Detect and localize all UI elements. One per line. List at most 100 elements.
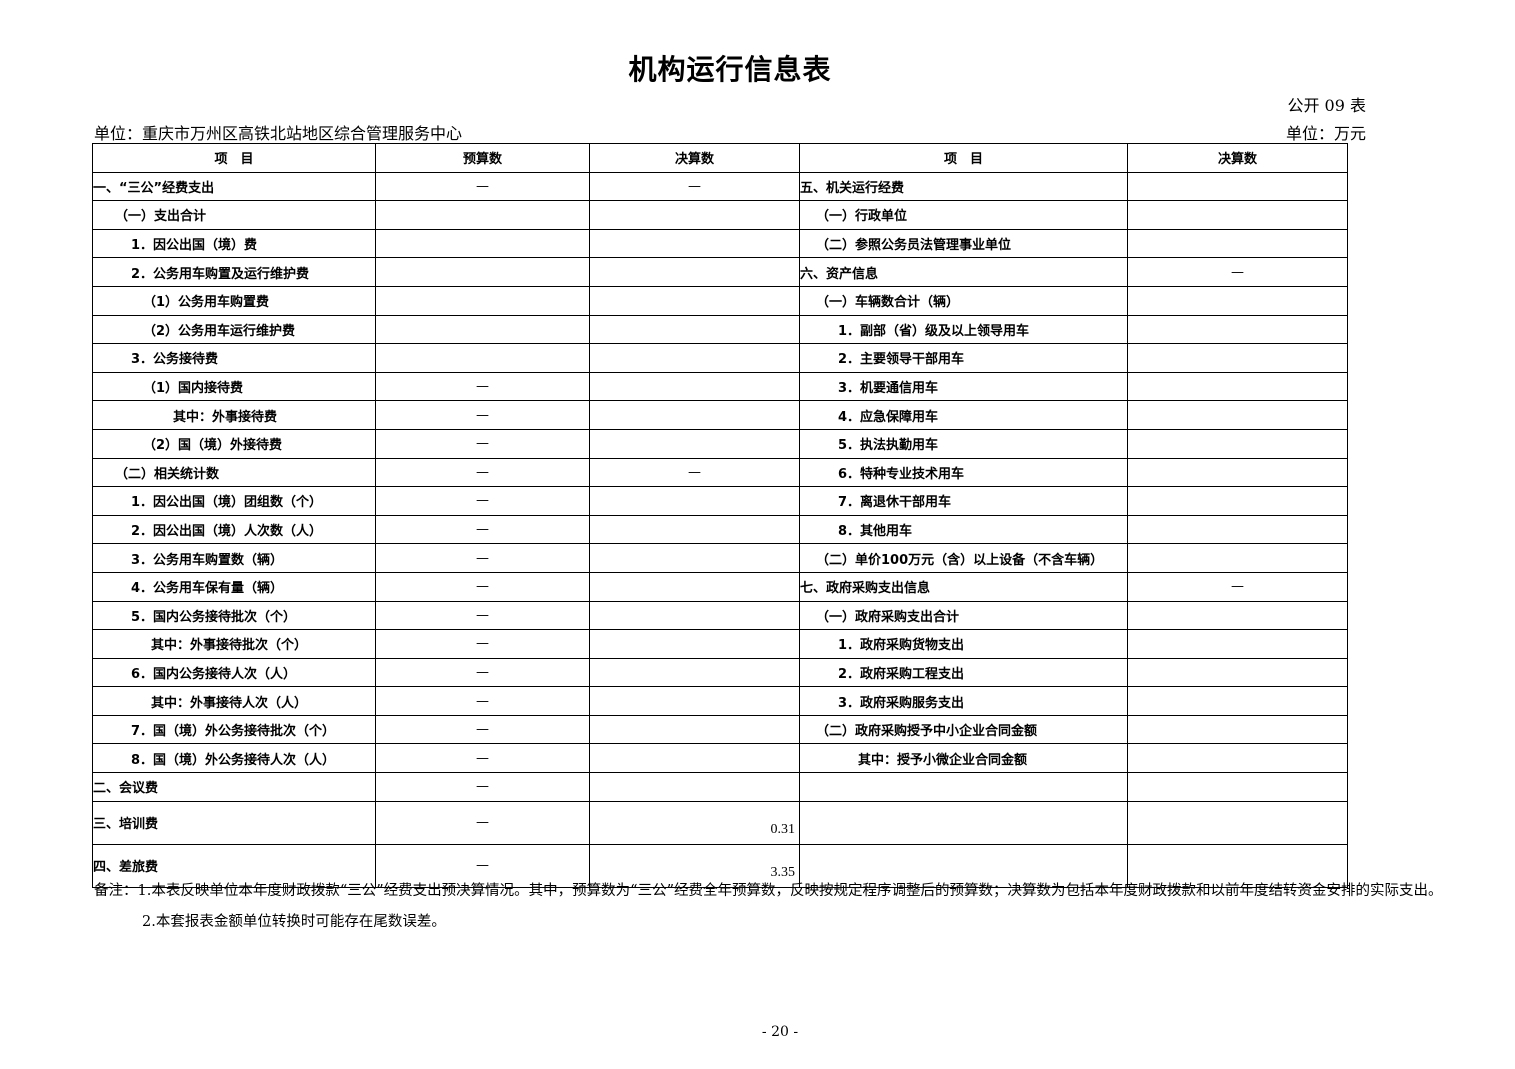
item-label-right: （一）行政单位 bbox=[799, 200, 1128, 230]
final-value: — bbox=[589, 457, 800, 488]
item-label-right: 2．主要领导干部用车 bbox=[799, 343, 1128, 373]
final-value bbox=[589, 343, 800, 373]
item-label: 其中：外事接待人次（人） bbox=[92, 686, 376, 716]
item-label-right: 六、资产信息 bbox=[799, 257, 1128, 287]
budget-value: — bbox=[375, 772, 590, 802]
item-label: （2）公务用车运行维护费 bbox=[92, 314, 376, 345]
final-value bbox=[589, 400, 800, 430]
header-budget: 预算数 bbox=[375, 143, 590, 173]
table-row: 3．公务接待费 2．主要领导干部用车 bbox=[92, 343, 1348, 373]
budget-value: — bbox=[375, 428, 590, 459]
budget-value: — bbox=[375, 600, 590, 631]
table-row: 一、“三公”经费支出 — — 五、机关运行经费 bbox=[92, 171, 1348, 202]
item-label: 1．因公出国（境）团组数（个） bbox=[92, 486, 376, 516]
table-row: 4．公务用车保有量（辆） — 七、政府采购支出信息 — bbox=[92, 571, 1348, 602]
header-final: 决算数 bbox=[589, 143, 800, 173]
currency-unit-label: 单位：万元 bbox=[1285, 124, 1366, 143]
final-value bbox=[589, 629, 800, 659]
item-label: 其中：外事接待费 bbox=[92, 400, 376, 430]
table-row: 8．国（境）外公务接待人次（人） — 其中：授予小微企业合同金额 bbox=[92, 743, 1348, 774]
final-value bbox=[589, 600, 800, 631]
table-row: 2．公务用车购置及运行维护费 六、资产信息 — bbox=[92, 257, 1348, 287]
header-final-right: 决算数 bbox=[1127, 143, 1348, 173]
item-label-right: 5．执法执勤用车 bbox=[799, 428, 1128, 459]
final-value: — bbox=[589, 171, 800, 202]
final-value bbox=[589, 228, 800, 259]
table-header-row: 项 目 预算数 决算数 项 目 决算数 bbox=[92, 143, 1348, 173]
table-row: 5．国内公务接待批次（个） — （一）政府采购支出合计 bbox=[92, 600, 1348, 631]
final-value bbox=[589, 371, 800, 402]
item-label: 1．因公出国（境）费 bbox=[92, 228, 376, 259]
table-row: 6．国内公务接待人次（人） — 2．政府采购工程支出 bbox=[92, 657, 1348, 688]
budget-value: — bbox=[375, 743, 590, 774]
info-table: 项 目 预算数 决算数 项 目 决算数 一、“三公”经费支出 — — 五、机关运行经费… bbox=[92, 143, 1348, 888]
final-value-right bbox=[1127, 543, 1348, 573]
final-value bbox=[589, 257, 800, 287]
table-row: 其中：外事接待人次（人） — 3．政府采购服务支出 bbox=[92, 686, 1348, 716]
final-value-right bbox=[1127, 228, 1348, 259]
item-label-right bbox=[799, 800, 1128, 845]
final-value: 0.31 bbox=[589, 800, 800, 845]
item-label: （1）公务用车购置费 bbox=[92, 285, 376, 316]
final-value-right bbox=[1127, 800, 1348, 845]
final-value-right bbox=[1127, 371, 1348, 402]
item-label-right: 其中：授予小微企业合同金额 bbox=[799, 743, 1128, 774]
item-label: 6．国内公务接待人次（人） bbox=[92, 657, 376, 688]
table-row: （一）支出合计 （一）行政单位 bbox=[92, 200, 1348, 230]
item-label-right: 8．其他用车 bbox=[799, 514, 1128, 545]
final-value bbox=[589, 514, 800, 545]
final-value-right bbox=[1127, 657, 1348, 688]
page-title: 机构运行信息表 bbox=[628, 53, 832, 86]
budget-value: — bbox=[375, 486, 590, 516]
item-label: 其中：外事接待批次（个） bbox=[92, 629, 376, 659]
final-value-right bbox=[1127, 314, 1348, 345]
budget-value: — bbox=[375, 629, 590, 659]
table-row: 其中：外事接待费 — 4．应急保障用车 bbox=[92, 400, 1348, 430]
final-value bbox=[589, 285, 800, 316]
item-label: 5．国内公务接待批次（个） bbox=[92, 600, 376, 631]
item-label-right: 1．政府采购货物支出 bbox=[799, 629, 1128, 659]
final-value bbox=[589, 428, 800, 459]
final-value-right bbox=[1127, 714, 1348, 745]
table-row: 1．因公出国（境）费 （二）参照公务员法管理事业单位 bbox=[92, 228, 1348, 259]
final-value-right bbox=[1127, 428, 1348, 459]
budget-value: — bbox=[375, 371, 590, 402]
table-row: （1）公务用车购置费 （一）车辆数合计（辆） bbox=[92, 285, 1348, 316]
table-row: 1．因公出国（境）团组数（个） — 7．离退休干部用车 bbox=[92, 486, 1348, 516]
table-row: 二、会议费 — bbox=[92, 772, 1348, 802]
item-label: 四、差旅费 bbox=[92, 843, 376, 888]
final-value-right bbox=[1127, 400, 1348, 430]
item-label-right bbox=[799, 772, 1128, 802]
notes: 备注：1.本表反映单位本年度财政拨款“三公”经费支出预决算情况。其中，预算数为“… bbox=[94, 876, 1474, 938]
budget-value bbox=[375, 228, 590, 259]
item-label: 2．因公出国（境）人次数（人） bbox=[92, 514, 376, 545]
final-value-right: — bbox=[1127, 257, 1348, 287]
item-label-right: 1．副部（省）级及以上领导用车 bbox=[799, 314, 1128, 345]
table-row: 7．国（境）外公务接待批次（个） — （二）政府采购授予中小企业合同金额 bbox=[92, 714, 1348, 745]
item-label-right bbox=[799, 843, 1128, 888]
budget-value: — bbox=[375, 714, 590, 745]
budget-value bbox=[375, 314, 590, 345]
final-value-right bbox=[1127, 343, 1348, 373]
table-row: （2）国（境）外接待费 — 5．执法执勤用车 bbox=[92, 428, 1348, 459]
item-label: （一）支出合计 bbox=[92, 200, 376, 230]
budget-value: — bbox=[375, 571, 590, 602]
header-item: 项 目 bbox=[92, 143, 376, 173]
item-label-right: （二）政府采购授予中小企业合同金额 bbox=[799, 714, 1128, 745]
table-row: 四、差旅费 —3.35 bbox=[92, 843, 1348, 888]
final-value-right: — bbox=[1127, 571, 1348, 602]
budget-value: — bbox=[375, 657, 590, 688]
final-value-right bbox=[1127, 514, 1348, 545]
item-label: （2）国（境）外接待费 bbox=[92, 428, 376, 459]
budget-value bbox=[375, 343, 590, 373]
final-value-right bbox=[1127, 200, 1348, 230]
budget-value: — bbox=[375, 843, 590, 888]
item-label-right: （一）政府采购支出合计 bbox=[799, 600, 1128, 631]
budget-value: — bbox=[375, 514, 590, 545]
item-label: 7．国（境）外公务接待批次（个） bbox=[92, 714, 376, 745]
item-label-right: 3．政府采购服务支出 bbox=[799, 686, 1128, 716]
final-value bbox=[589, 714, 800, 745]
table-row: 2．因公出国（境）人次数（人） — 8．其他用车 bbox=[92, 514, 1348, 545]
item-label: 三、培训费 bbox=[92, 800, 376, 845]
table-row: 其中：外事接待批次（个） — 1．政府采购货物支出 bbox=[92, 629, 1348, 659]
